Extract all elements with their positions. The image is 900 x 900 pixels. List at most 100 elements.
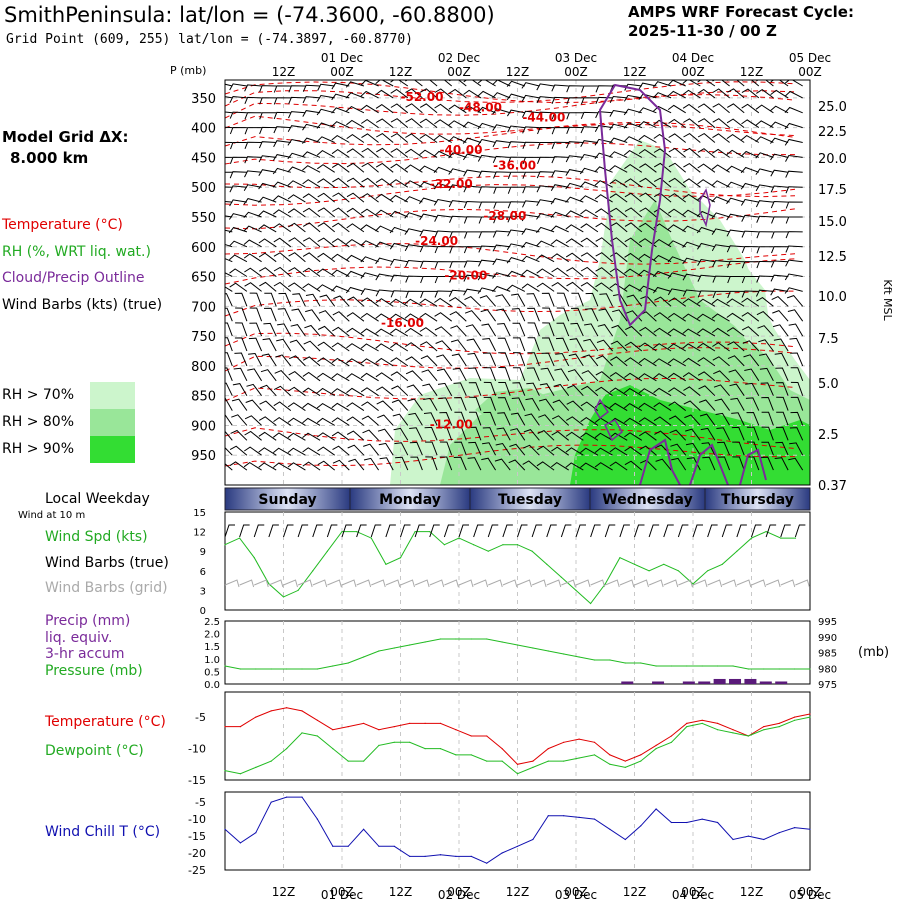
wind-barb — [390, 290, 408, 298]
wind-barb — [389, 298, 409, 307]
pressure-tick: 980 — [818, 664, 837, 675]
dewpoint-line-point — [717, 729, 719, 731]
wind-barb — [375, 241, 394, 248]
wind-barb — [741, 290, 759, 298]
wind-barb — [468, 382, 482, 396]
wind-barb — [244, 267, 262, 277]
wind-barb — [653, 177, 672, 188]
surface-wind-barb — [560, 524, 572, 538]
wind-barb — [225, 367, 233, 381]
wind-barb — [390, 80, 409, 87]
wind-barb — [741, 261, 759, 269]
wind-barb — [317, 237, 336, 248]
wind-barb — [524, 413, 540, 426]
wind-barb — [448, 136, 467, 143]
wind-barb — [682, 103, 701, 114]
surface-wind-barb — [458, 524, 469, 538]
wind-barb — [536, 226, 555, 234]
wind-barb — [741, 214, 759, 222]
wind-barb — [244, 141, 262, 149]
wind-barb — [406, 384, 423, 397]
wind-barb — [390, 148, 409, 158]
wind-barb — [449, 275, 467, 283]
wind-barb — [493, 186, 511, 194]
surface-wind-barb — [268, 524, 279, 538]
wind-barb — [360, 372, 379, 382]
temp-tick--10: -10 — [188, 743, 206, 756]
wind-barb — [289, 339, 306, 352]
wind-barb — [775, 382, 789, 396]
wind-barb — [287, 462, 306, 471]
surface-grid-barb — [239, 579, 255, 588]
wind-barb — [506, 243, 525, 251]
wind-speed-line-point — [341, 531, 343, 533]
top-date-label: 01 Dec — [321, 51, 363, 65]
wind-barb — [346, 238, 365, 248]
wind-barb — [595, 386, 613, 397]
wind-barb — [727, 290, 745, 299]
top-time-label: 00Z — [564, 65, 588, 79]
wind-barb — [624, 341, 643, 352]
pressure-line-point — [532, 647, 534, 649]
wind-barb — [229, 185, 247, 193]
wind-barb — [405, 259, 423, 268]
wind-barb — [405, 370, 423, 382]
wind-barb — [653, 148, 672, 158]
wind-barb — [317, 252, 335, 263]
wind-barb — [483, 396, 497, 411]
wind-barb — [477, 287, 496, 294]
wind-barb — [756, 260, 774, 269]
legend-wind-barbs: Wind Barbs (kts) (true) — [2, 297, 163, 313]
surface-grid-barb — [795, 579, 810, 588]
wind-barb — [467, 457, 482, 471]
wind-barb — [555, 337, 570, 352]
windchill-line-point — [316, 818, 318, 820]
wind-barb — [551, 267, 569, 277]
wind-barb — [756, 275, 774, 283]
wind-barb — [234, 337, 248, 352]
wind-barb — [495, 294, 511, 307]
wind-barb — [536, 445, 555, 456]
wind-barb — [332, 459, 350, 471]
wind-barb — [536, 268, 555, 277]
wind-barb — [230, 429, 248, 441]
wind-barb — [434, 312, 453, 322]
wind-barb — [389, 194, 409, 203]
wind-barb — [229, 126, 247, 135]
wind-barb — [454, 411, 467, 426]
wind-barb — [433, 150, 452, 158]
legend-rh: RH (%, WRT liq. wat.) — [2, 244, 151, 260]
wind-barb — [682, 372, 701, 382]
wind-speed-line-point — [370, 537, 372, 539]
wind-barb — [787, 309, 804, 322]
temperature-line-point — [409, 722, 411, 725]
wind-barb — [550, 197, 569, 205]
windchill-line-point — [640, 825, 642, 827]
surface-wind-barb — [575, 524, 586, 538]
temperature-line-point — [701, 719, 703, 721]
wind-barb — [579, 167, 599, 175]
wind-barb — [375, 273, 394, 281]
wind-barb — [454, 441, 467, 456]
windchill-line-point — [332, 845, 334, 847]
isotherm-label-4: -36.00 — [493, 158, 536, 172]
wind-speed-line-point — [502, 544, 504, 546]
wind-barb — [290, 324, 306, 337]
pressure-line-point — [640, 662, 642, 664]
wind-barb — [331, 121, 350, 129]
wind-barb — [228, 254, 248, 263]
wind-barb — [773, 338, 789, 352]
dewpoint-line-point — [239, 773, 241, 775]
wind-barb — [653, 387, 672, 397]
wind-barb — [522, 171, 540, 179]
wind-barb — [639, 445, 657, 456]
wind-barb — [439, 441, 453, 456]
wind-barb — [436, 354, 453, 367]
surface-wind-barb — [707, 524, 718, 538]
wind-barb — [360, 358, 379, 367]
dewpoint-line-point — [593, 754, 596, 756]
wind-barb — [465, 324, 482, 337]
wind-barb — [755, 168, 774, 175]
wind-barb — [316, 402, 335, 412]
wind-speed-line-point — [399, 557, 402, 559]
